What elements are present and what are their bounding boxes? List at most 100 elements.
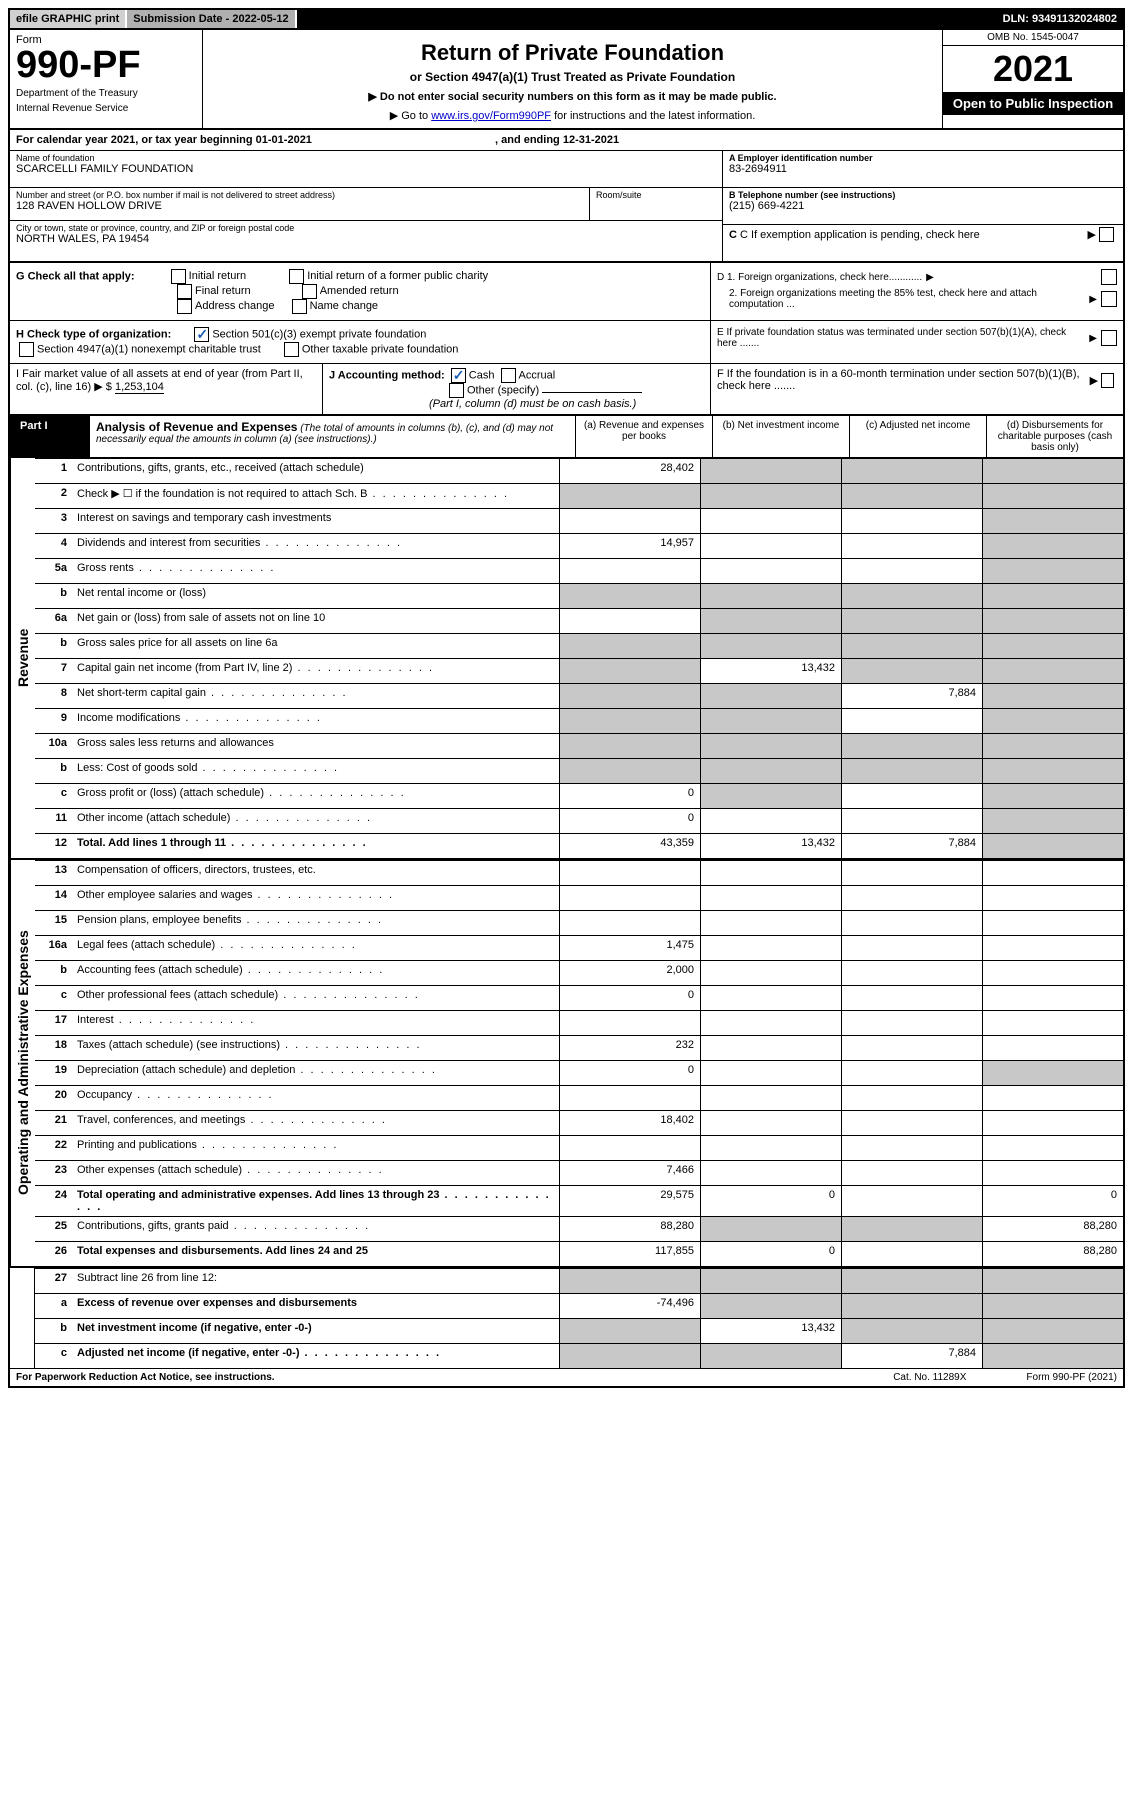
cell [841,784,982,808]
table-row: 23Other expenses (attach schedule)7,466 [35,1160,1123,1185]
cell-grey [841,734,982,758]
f-checkbox[interactable] [1101,373,1114,388]
cell-grey [700,584,841,608]
g-address-checkbox[interactable] [177,299,192,314]
cell [700,1061,841,1085]
g-initial-checkbox[interactable] [171,269,186,284]
form-note2: ▶ Go to www.irs.gov/Form990PF for instru… [209,109,936,122]
cell-grey [559,759,700,783]
col-c-header: (c) Adjusted net income [849,416,986,457]
table-row: 12Total. Add lines 1 through 1143,35913,… [35,833,1123,858]
cell-grey [559,1319,700,1343]
cell: 0 [982,1186,1123,1216]
table-row: 5aGross rents [35,558,1123,583]
irs-link[interactable]: www.irs.gov/Form990PF [431,110,551,122]
g-initial-former-checkbox[interactable] [289,269,304,284]
cell [841,1011,982,1035]
cell: 29,575 [559,1186,700,1216]
cell: 0 [559,784,700,808]
cell: 1,475 [559,936,700,960]
calendar-year-row: For calendar year 2021, or tax year begi… [10,130,1123,151]
line-desc: Compensation of officers, directors, tru… [73,861,559,885]
cell [700,961,841,985]
cell [559,1136,700,1160]
j-other-checkbox[interactable] [449,383,464,398]
line-desc: Gross profit or (loss) (attach schedule) [73,784,559,808]
line-number: 5a [35,559,73,583]
form-ref: Form 990-PF (2021) [1026,1372,1117,1383]
line-desc: Total expenses and disbursements. Add li… [73,1242,559,1266]
line-desc: Other professional fees (attach schedule… [73,986,559,1010]
table-row: bLess: Cost of goods sold [35,758,1123,783]
cell-grey [982,1344,1123,1368]
e-checkbox[interactable] [1101,330,1117,346]
j-accrual-checkbox[interactable] [501,368,516,383]
cell: 13,432 [700,834,841,858]
cell [700,911,841,935]
h-4947-checkbox[interactable] [19,342,34,357]
d2-checkbox[interactable] [1101,291,1117,307]
form-note1: ▶ Do not enter social security numbers o… [209,90,936,103]
h-other-checkbox[interactable] [284,342,299,357]
efile-badge: efile GRAPHIC print [10,10,127,28]
cell [559,886,700,910]
c-checkbox[interactable] [1099,227,1114,242]
line-number: 2 [35,484,73,508]
g-name-checkbox[interactable] [292,299,307,314]
j-cash-checkbox[interactable] [451,368,466,383]
cell-grey [559,584,700,608]
g-final-checkbox[interactable] [177,284,192,299]
cell-grey [982,1061,1123,1085]
cell: 2,000 [559,961,700,985]
line-desc: Other income (attach schedule) [73,809,559,833]
line-number: 8 [35,684,73,708]
cell-grey [559,1344,700,1368]
room-cell: Room/suite [590,188,722,220]
cell [700,886,841,910]
line-desc: Legal fees (attach schedule) [73,936,559,960]
line-desc: Check ▶ ☐ if the foundation is not requi… [73,484,559,508]
line-number: 12 [35,834,73,858]
expenses-table: Operating and Administrative Expenses 13… [10,858,1123,1266]
cell [841,986,982,1010]
d1-checkbox[interactable] [1101,269,1117,285]
g-amended-checkbox[interactable] [302,284,317,299]
line-desc: Other employee salaries and wages [73,886,559,910]
subtract-table: 27Subtract line 26 from line 12:aExcess … [10,1266,1123,1368]
omb-number: OMB No. 1545-0047 [943,30,1123,46]
table-row: bNet investment income (if negative, ent… [35,1318,1123,1343]
cell [841,1036,982,1060]
cell-grey [841,1294,982,1318]
table-row: 18Taxes (attach schedule) (see instructi… [35,1035,1123,1060]
cell-grey [700,1344,841,1368]
cell-grey [982,784,1123,808]
g-section: G Check all that apply: Initial return I… [10,263,710,320]
line-number: 17 [35,1011,73,1035]
col-b-header: (b) Net investment income [712,416,849,457]
cell-grey [982,834,1123,858]
line-desc: Taxes (attach schedule) (see instruction… [73,1036,559,1060]
table-row: 9Income modifications [35,708,1123,733]
table-row: 21Travel, conferences, and meetings18,40… [35,1110,1123,1135]
cell-grey [982,459,1123,483]
table-row: 3Interest on savings and temporary cash … [35,508,1123,533]
cat-no: Cat. No. 11289X [893,1372,966,1383]
cell [700,861,841,885]
cell [982,861,1123,885]
h-501c3-checkbox[interactable] [194,327,209,342]
line-desc: Net rental income or (loss) [73,584,559,608]
table-row: 10aGross sales less returns and allowanc… [35,733,1123,758]
line-desc: Gross sales less returns and allowances [73,734,559,758]
table-row: 4Dividends and interest from securities1… [35,533,1123,558]
cell [982,1111,1123,1135]
line-desc: Total. Add lines 1 through 11 [73,834,559,858]
cell: 7,884 [841,1344,982,1368]
cell-grey [700,784,841,808]
cell-grey [559,734,700,758]
table-row: 13Compensation of officers, directors, t… [35,860,1123,885]
cell-grey [841,759,982,783]
cell [559,1086,700,1110]
cell [982,1161,1123,1185]
line-desc: Adjusted net income (if negative, enter … [73,1344,559,1368]
tax-year: 2021 [943,46,1123,92]
